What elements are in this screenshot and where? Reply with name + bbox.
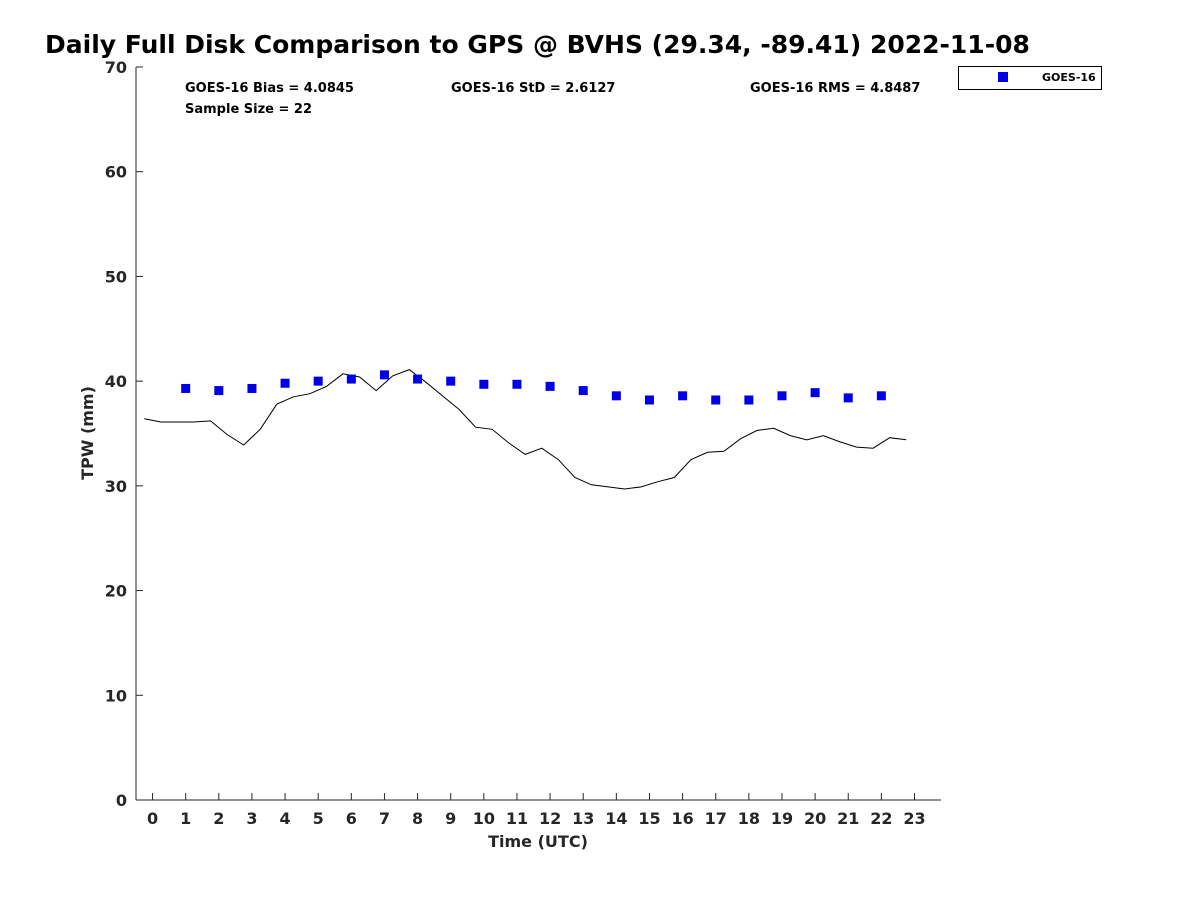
goes16-point (876, 391, 886, 401)
chart-title: Daily Full Disk Comparison to GPS @ BVHS… (45, 30, 1030, 59)
x-tick-label: 4 (280, 809, 291, 828)
y-tick-label: 50 (105, 267, 127, 286)
gps-line (144, 369, 907, 490)
goes16-point (446, 376, 456, 386)
x-tick-label: 2 (213, 809, 224, 828)
goes16-point (313, 376, 323, 386)
x-tick-label: 5 (313, 809, 324, 828)
x-tick-label: 14 (605, 809, 627, 828)
y-tick-label: 10 (105, 686, 127, 705)
goes16-point (545, 381, 555, 391)
x-tick-label: 23 (903, 809, 925, 828)
y-tick-label: 30 (105, 477, 127, 496)
legend: GOES-16 (958, 66, 1102, 90)
x-tick-label: 7 (379, 809, 390, 828)
goes16-points (181, 370, 886, 405)
gps-line-series (144, 369, 907, 490)
y-axis-label: TPW (mm) (78, 386, 97, 480)
y-tick-label: 20 (105, 582, 127, 601)
y-tick-label: 40 (105, 372, 127, 391)
sample-size-stat: Sample Size = 22 (185, 102, 312, 117)
y-tick-label: 60 (105, 163, 127, 182)
x-tick-label: 21 (837, 809, 859, 828)
x-tick-label: 11 (506, 809, 528, 828)
x-tick-label: 16 (671, 809, 693, 828)
x-tick-label: 0 (147, 809, 158, 828)
goes16-point (346, 374, 356, 384)
rms-stat: GOES-16 RMS = 4.8487 (750, 81, 920, 96)
goes16-point (678, 391, 688, 401)
y-tick-label: 70 (105, 58, 127, 77)
goes16-point (280, 378, 290, 388)
x-tick-label: 22 (870, 809, 892, 828)
goes16-point (479, 379, 489, 389)
x-tick-label: 20 (804, 809, 826, 828)
goes16-point (578, 386, 588, 396)
x-tick-label: 12 (539, 809, 561, 828)
goes16-point (181, 383, 191, 393)
goes16-point (711, 395, 721, 405)
bias-stat: GOES-16 Bias = 4.0845 (185, 81, 354, 96)
x-tick-label: 18 (738, 809, 760, 828)
goes16-point (379, 370, 389, 380)
goes16-point (611, 391, 621, 401)
goes16-point (644, 395, 654, 405)
goes16-point (512, 379, 522, 389)
goes16-point (777, 391, 787, 401)
x-tick-label: 6 (346, 809, 357, 828)
x-tick-label: 3 (246, 809, 257, 828)
x-tick-label: 19 (771, 809, 793, 828)
goes16-point (843, 393, 853, 403)
y-tick-label: 0 (116, 791, 127, 810)
x-tick-label: 8 (412, 809, 423, 828)
x-tick-label: 1 (180, 809, 191, 828)
goes16-point (810, 388, 820, 398)
axes (135, 67, 941, 801)
goes16-point (247, 383, 257, 393)
legend-marker-goes16 (998, 72, 1008, 82)
x-tick-label: 15 (638, 809, 660, 828)
y-axis-ticks: 0 10 20 30 40 50 60 70 (105, 58, 143, 810)
legend-box (958, 66, 1102, 90)
x-tick-label: 17 (705, 809, 727, 828)
x-tick-label: 9 (445, 809, 456, 828)
goes16-point (744, 395, 754, 405)
x-axis-ticks: 0 1 2 3 4 5 6 7 8 9 10 11 12 13 14 15 16 17 18 19 20 21 22 23 (147, 793, 926, 828)
legend-label-goes16: GOES-16 (1042, 71, 1096, 84)
x-tick-label: 10 (473, 809, 495, 828)
goes16-point (413, 374, 423, 384)
x-tick-label: 13 (572, 809, 594, 828)
std-stat: GOES-16 StD = 2.6127 (451, 81, 615, 96)
x-axis-label: Time (UTC) (488, 832, 588, 851)
goes16-point (214, 386, 224, 396)
